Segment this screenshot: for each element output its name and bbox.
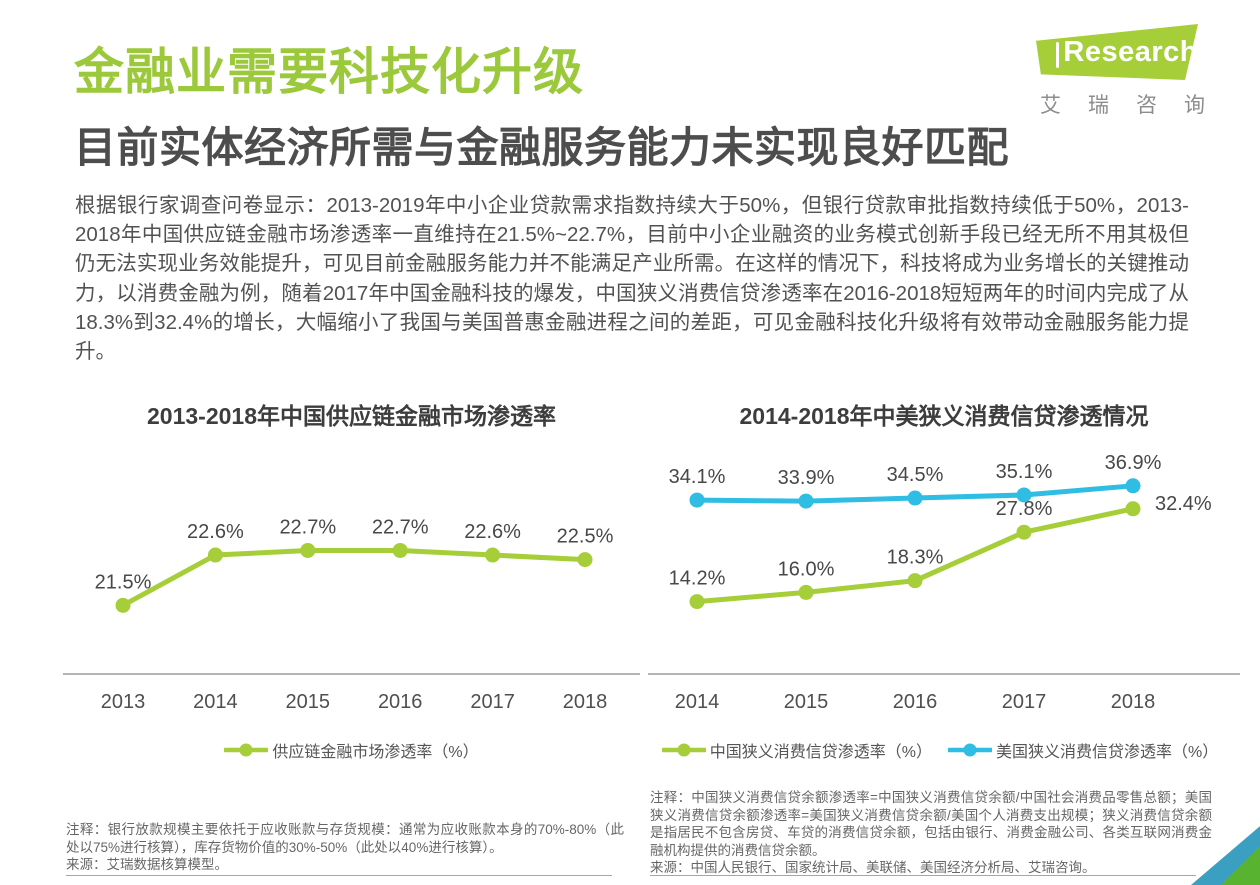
data-point — [1125, 478, 1141, 494]
data-label: 33.9% — [778, 467, 835, 489]
legend-label: 中国狭义消费信贷渗透率（%） — [709, 744, 932, 761]
data-point — [689, 492, 705, 508]
logo-chinese-name: 艾瑞咨询 — [1040, 94, 1232, 117]
legend-item: 中国狭义消费信贷渗透率（%） — [661, 738, 932, 762]
data-label: 22.7% — [279, 516, 336, 538]
trend-line — [120, 547, 588, 608]
logo-i-dot-icon — [1052, 24, 1065, 34]
chart-title-consumer-credit: 2014-2018年中美狭义消费信贷渗透情况 — [739, 403, 1149, 429]
data-point — [689, 594, 705, 610]
data-label: 18.3% — [887, 547, 944, 569]
divider-line-right — [650, 875, 1196, 876]
line-chart-consumer-credit: 2014 2015 2016 2017 2018 14.2% 16.0% 18.3% 27.8%… — [648, 452, 1240, 713]
legend-marker-icon — [661, 743, 706, 757]
footnote-note: 注释：银行放款规模主要依托于应收账款与存货规模：通常为应收账款本身的70%-80… — [66, 822, 624, 855]
legend-dot — [677, 743, 691, 757]
x-tick-label: 2015 — [784, 691, 829, 713]
page-subtitle: 目前实体经济所需与金融服务能力未实现良好匹配 — [74, 124, 1010, 171]
legend-marker-icon — [948, 743, 992, 757]
page-title: 金融业需要科技化升级 — [74, 44, 584, 100]
legend-marker-icon — [224, 743, 269, 757]
legend-item: 美国狭义消费信贷渗透率（%） — [948, 738, 1218, 762]
data-point — [1125, 501, 1141, 517]
data-label: 27.8% — [996, 498, 1053, 520]
iresearch-logo: Research 艾瑞咨询 — [1036, 24, 1232, 119]
data-label: 36.9% — [1105, 452, 1162, 474]
x-tick-label: 2017 — [470, 691, 514, 713]
legend-dot — [239, 743, 253, 757]
logo-parallelogram: Research — [1036, 24, 1198, 80]
x-tick-label: 2016 — [378, 691, 423, 713]
legend-item: 供应链金融市场渗透率（%） — [224, 738, 479, 762]
footnote-source: 来源：中国人民银行、国家统计局、美联储、美国经济分析局、艾瑞咨询。 — [650, 860, 1096, 876]
data-label: 22.6% — [464, 521, 521, 543]
x-tick-label: 2014 — [675, 691, 720, 713]
data-point — [1016, 524, 1032, 540]
x-tick-label: 2017 — [1002, 691, 1047, 713]
data-label: 22.5% — [557, 526, 614, 548]
data-label: 34.1% — [669, 466, 726, 488]
data-label: 34.5% — [887, 464, 944, 486]
intro-paragraph: 根据银行家调查问卷显示：2013-2019年中小企业贷款需求指数持续大于50%，… — [75, 194, 1189, 364]
footnote-consumer-credit: 注释：中国狭义消费信贷余额渗透率=中国狭义消费信贷余额/中国社会消费品零售总额；… — [650, 789, 1212, 877]
data-point — [485, 547, 501, 563]
x-tick-label: 2015 — [286, 691, 331, 713]
data-label: 22.7% — [372, 516, 429, 538]
footnote-supply-chain: 注释：银行放款规模主要依托于应收账款与存货规模：通常为应收账款本身的70%-80… — [66, 821, 624, 874]
data-label: 21.5% — [95, 571, 152, 593]
x-tick-label: 2018 — [563, 691, 608, 713]
legend-consumer-credit: 中国狭义消费信贷渗透率（%） 美国狭义消费信贷渗透率（%） — [640, 738, 1240, 762]
x-tick-label: 2013 — [101, 691, 146, 713]
data-point — [207, 547, 223, 563]
footnote-source: 来源：艾瑞数据核算模型。 — [66, 857, 228, 873]
chart-title-supply-chain: 2013-2018年中国供应链金融市场渗透率 — [147, 403, 556, 429]
corner-decoration-icon — [1160, 793, 1260, 885]
legend-label: 美国狭义消费信贷渗透率（%） — [996, 744, 1219, 761]
data-point — [115, 597, 131, 613]
data-point — [1016, 487, 1032, 503]
x-tick-label: 2014 — [193, 691, 238, 713]
legend-supply-chain: 供应链金融市场渗透率（%） — [63, 738, 640, 762]
legend-dot — [963, 743, 977, 757]
data-label: 22.6% — [187, 521, 244, 543]
data-point — [798, 493, 814, 509]
divider-line-left — [66, 875, 612, 876]
data-point — [577, 552, 593, 568]
data-point — [907, 573, 923, 589]
x-tick-label: 2018 — [1111, 691, 1156, 713]
data-label: 14.2% — [669, 568, 726, 590]
data-point — [907, 490, 923, 506]
data-point — [798, 584, 814, 600]
data-point — [300, 542, 316, 558]
line-chart-supply-chain: 2013 2014 2015 2016 2017 2018 21.5% 22.6% 22.7% 2… — [63, 516, 640, 713]
logo-brand-text: Research — [1063, 35, 1198, 68]
legend-label: 供应链金融市场渗透率（%） — [272, 744, 479, 761]
data-label: 16.0% — [778, 558, 835, 580]
data-label: 32.4% — [1155, 493, 1212, 515]
data-point — [392, 542, 408, 558]
data-label: 35.1% — [996, 461, 1053, 483]
footnote-note: 注释：中国狭义消费信贷余额渗透率=中国狭义消费信贷余额/中国社会消费品零售总额；… — [650, 790, 1212, 858]
x-tick-label: 2016 — [893, 691, 938, 713]
logo-letter-i — [1056, 42, 1060, 68]
